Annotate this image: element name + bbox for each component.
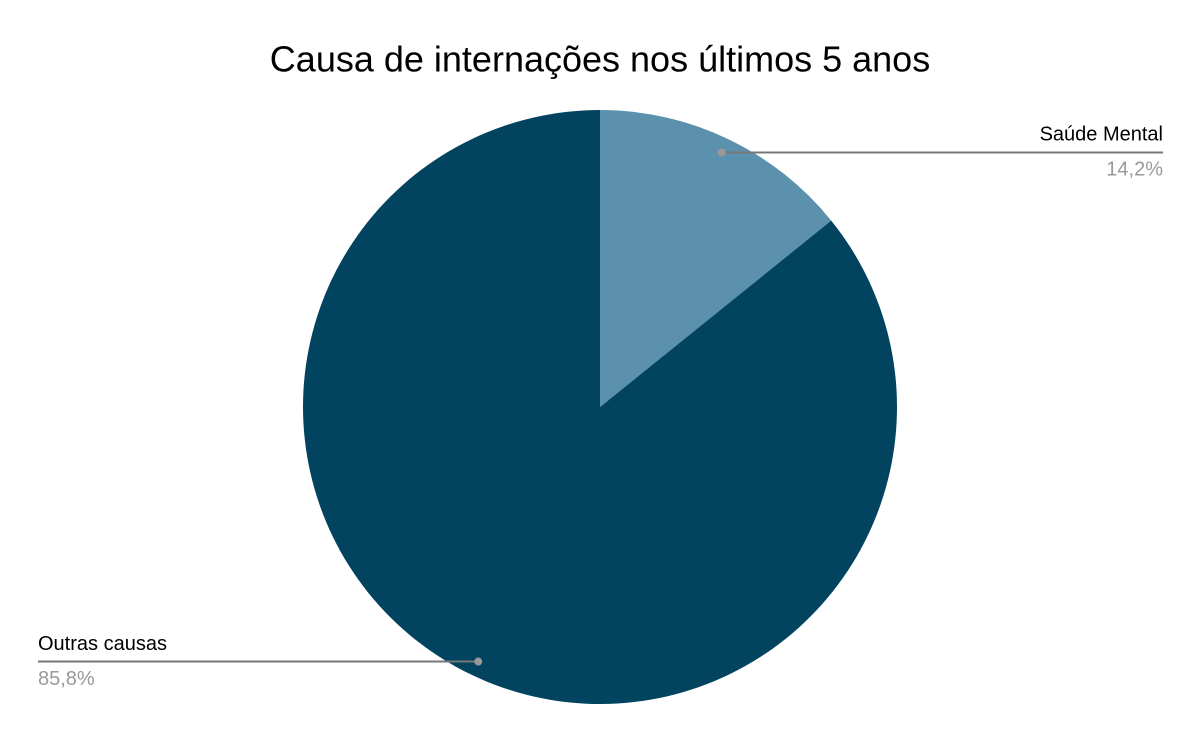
leader-dot bbox=[717, 148, 726, 157]
slice-value-label: 85,8% bbox=[38, 668, 95, 690]
chart-title: Causa de internações nos últimos 5 anos bbox=[270, 39, 930, 80]
pie-slice bbox=[600, 110, 832, 407]
slice-label: Outras causas bbox=[38, 633, 167, 655]
slice-value-label: 14,2% bbox=[1106, 159, 1163, 181]
slice-label: Saúde Mental bbox=[1040, 124, 1163, 146]
pie-slice bbox=[303, 110, 897, 704]
leader-dot bbox=[474, 657, 483, 666]
